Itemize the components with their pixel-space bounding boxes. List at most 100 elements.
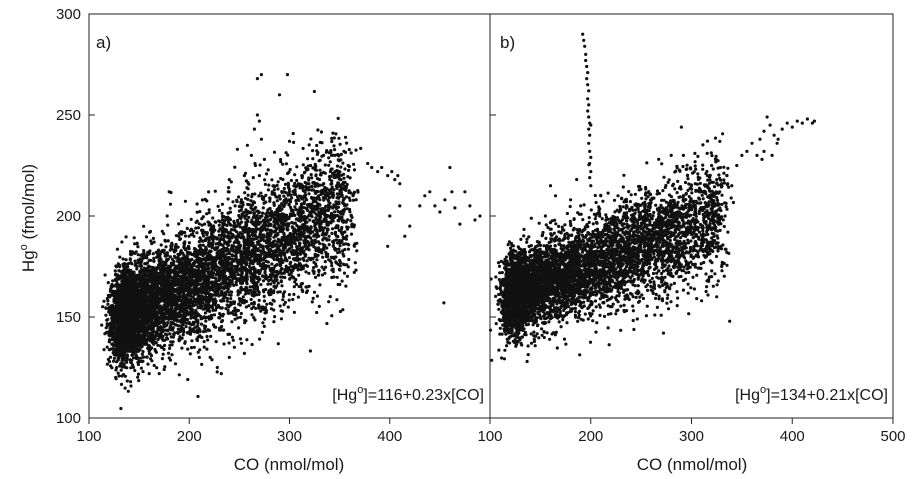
panel-a-data-point bbox=[307, 143, 311, 147]
panel-a-data-point bbox=[292, 192, 296, 196]
panel-a-data-point bbox=[265, 302, 269, 306]
panel-a-data-point bbox=[214, 308, 218, 312]
panel-a-data-point bbox=[250, 307, 254, 311]
panel-a-data-point bbox=[338, 244, 342, 248]
panel-a-data-point bbox=[218, 312, 222, 316]
panel-a-data-point bbox=[115, 360, 119, 364]
panel-a-data-point bbox=[216, 204, 220, 208]
panel-a-data-point bbox=[282, 186, 286, 191]
panel-a-data-point bbox=[262, 290, 266, 294]
panel-a-data-point bbox=[342, 271, 347, 275]
panel-a-data-point bbox=[272, 150, 277, 154]
panel-a-data-point bbox=[278, 244, 282, 248]
panel-a-data-point bbox=[102, 348, 106, 352]
panel-a-data-point bbox=[106, 299, 110, 303]
panel-a-data-point bbox=[261, 211, 265, 215]
panel-a-data-point bbox=[249, 199, 253, 203]
panel-a-data-point bbox=[207, 190, 211, 194]
panel-a-data-point bbox=[143, 262, 147, 266]
panel-a-data-point bbox=[310, 215, 314, 219]
panel-a-data-point bbox=[228, 206, 232, 210]
panel-a-data-point bbox=[178, 237, 183, 241]
panel-a-data-point bbox=[333, 148, 337, 152]
panel-a-data-point bbox=[310, 239, 314, 243]
panel-a-data-point bbox=[166, 239, 170, 243]
panel-a-data-point bbox=[307, 234, 311, 238]
panel-a-data-point bbox=[124, 258, 128, 262]
panel-a-data-point bbox=[114, 377, 118, 381]
panel-a-data-point bbox=[254, 205, 258, 210]
panel-a-data-point bbox=[262, 299, 266, 303]
panel-a-data-point bbox=[290, 196, 294, 200]
panel-a-data-point bbox=[347, 189, 351, 193]
panel-a-data-point bbox=[281, 275, 285, 279]
panel-a-data-point bbox=[229, 293, 233, 297]
panel-a-data-point bbox=[101, 305, 105, 309]
panel-a-data-point bbox=[338, 268, 342, 272]
panel-a-data-point bbox=[117, 269, 121, 273]
panel-a-data-point bbox=[354, 198, 358, 202]
panel-a-data-point bbox=[250, 342, 254, 347]
panel-a-data-point bbox=[161, 321, 165, 325]
panel-a-data-point bbox=[264, 193, 268, 197]
panel-a-data-point bbox=[268, 206, 272, 211]
panel-a-data-point bbox=[328, 160, 332, 164]
panel-a-data-point bbox=[217, 233, 221, 237]
panel-a-data-point bbox=[311, 157, 315, 161]
panel-a-points bbox=[100, 73, 482, 411]
panel-a-data-point bbox=[217, 208, 222, 213]
panel-a-data-point bbox=[144, 235, 149, 239]
panel-a-data-point bbox=[237, 326, 241, 330]
panel-a-data-point bbox=[239, 267, 243, 271]
panel-a-data-point bbox=[211, 237, 215, 241]
panel-a-data-point bbox=[352, 244, 356, 248]
panel-a-data-point bbox=[205, 212, 209, 216]
panel-a-data-point bbox=[261, 279, 266, 283]
panel-a-data-point bbox=[310, 176, 314, 180]
panel-a-data-point bbox=[188, 228, 192, 233]
panel-a-data-point bbox=[338, 282, 342, 287]
panel-a-data-point bbox=[150, 270, 155, 274]
panel-a-data-point bbox=[217, 229, 221, 233]
panel-a-data-point bbox=[272, 203, 276, 207]
panel-a-data-point bbox=[237, 195, 241, 199]
panel-a-data-point bbox=[255, 216, 259, 220]
panel-a-data-point bbox=[213, 248, 217, 252]
panel-a-data-point bbox=[163, 239, 167, 243]
panel-a-data-point bbox=[182, 246, 187, 250]
panel-a-data-point bbox=[217, 278, 221, 283]
panel-a-data-point bbox=[295, 264, 299, 269]
panel-a-data-point bbox=[317, 273, 321, 277]
panel-a-data-point bbox=[251, 176, 255, 180]
panel-a-data-point bbox=[250, 195, 254, 199]
panel-a-data-point bbox=[279, 309, 283, 313]
panel-a-data-point bbox=[231, 300, 236, 304]
panel-a-data-point bbox=[307, 182, 311, 186]
panel-a-data-point bbox=[187, 321, 191, 326]
panel-a-data-point bbox=[334, 132, 338, 136]
panel-a-data-point bbox=[293, 188, 297, 192]
panel-a-data-point bbox=[201, 228, 205, 232]
panel-a-data-point bbox=[115, 265, 119, 269]
panel-a-data-point bbox=[195, 231, 199, 235]
panel-a-data-point bbox=[272, 188, 276, 192]
panel-a-data-point bbox=[296, 295, 300, 299]
panel-a-data-point bbox=[150, 359, 154, 363]
panel-a-data-point bbox=[166, 321, 170, 325]
panel-a-data-point bbox=[317, 159, 321, 163]
panel-a-data-point bbox=[330, 264, 334, 268]
panel-a-data-point bbox=[338, 142, 342, 146]
panel-a-data-point bbox=[258, 163, 262, 167]
panel-a-data-point bbox=[240, 271, 244, 275]
panel-a-data-point bbox=[236, 263, 240, 268]
panel-a-data-point bbox=[226, 197, 230, 201]
panel-a-data-point bbox=[294, 202, 299, 206]
panel-a-data-point bbox=[146, 362, 150, 366]
panel-a-data-point bbox=[125, 360, 129, 364]
panel-a-data-point bbox=[106, 302, 110, 306]
panel-a-data-point bbox=[187, 241, 191, 245]
panel-a-data-point bbox=[132, 236, 136, 240]
panel-a-data-point bbox=[196, 226, 201, 230]
panel-a-data-point bbox=[297, 284, 301, 289]
